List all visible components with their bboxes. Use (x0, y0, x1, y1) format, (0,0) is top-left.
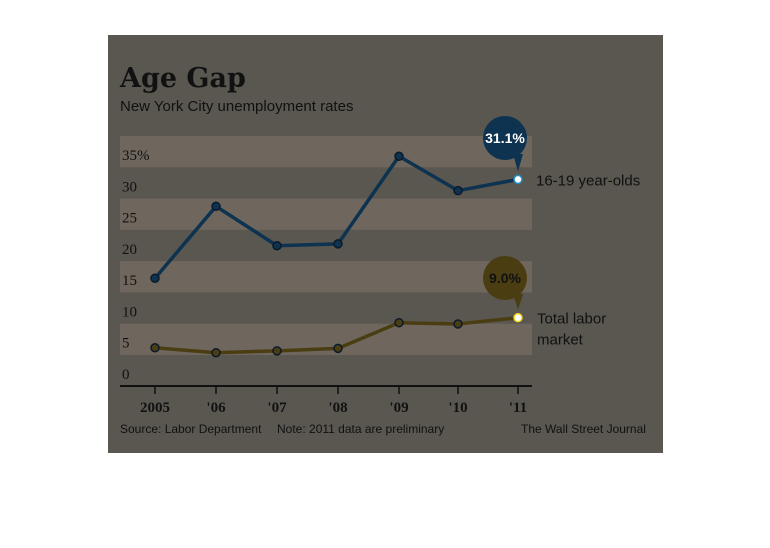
data-point (211, 347, 221, 358)
data-point (333, 343, 343, 354)
series-label: Total labor (537, 311, 606, 328)
data-point (211, 201, 221, 212)
grid-band-0 (120, 136, 532, 168)
series-group: 31.1% 16-19 year-olds 9.0% Total labor marke… (150, 116, 640, 358)
data-point (272, 240, 282, 251)
y-tick-label: 15 (122, 273, 137, 289)
grid-band-2 (120, 261, 532, 293)
y-tick-label: 25 (122, 211, 137, 227)
x-tick-label: '09 (389, 400, 408, 416)
chart-subtitle: New York City unemployment rates (120, 98, 353, 115)
y-tick-label: 5 (122, 336, 130, 352)
data-point (394, 317, 404, 328)
callout-bubble (483, 256, 527, 300)
y-tick-label: 0 (122, 367, 130, 383)
callout-value: 9.0% (489, 270, 521, 286)
series-label: 16-19 year-olds (536, 172, 640, 189)
credit-note: The Wall Street Journal (521, 422, 646, 436)
data-point (453, 319, 463, 329)
x-tick-label: '11 (509, 400, 527, 416)
data-point (150, 273, 160, 284)
data-point (513, 312, 523, 323)
data-point (333, 239, 343, 249)
x-tick-label: '10 (448, 400, 467, 416)
data-point (272, 346, 282, 356)
y-axis-ticks: 35% 30 25 20 15 10 5 0 (122, 148, 150, 383)
source-note: Source: Labor Department (120, 422, 262, 436)
callout-pointer (513, 294, 523, 310)
grid-band-1 (120, 198, 532, 230)
callout-value: 31.1% (485, 130, 525, 146)
x-axis-ticks: 2005 '06 '07 '08 '09 '10 '11 (140, 386, 527, 416)
x-tick-label: '08 (328, 400, 347, 416)
chart-panel (108, 35, 663, 453)
chart-title: Age Gap (119, 63, 246, 94)
data-point (394, 151, 404, 162)
x-tick-label: '06 (206, 400, 226, 416)
series-label: market (537, 332, 584, 349)
y-tick-label: 10 (122, 304, 137, 320)
callout-bubble (483, 116, 527, 160)
x-tick-label: '07 (267, 400, 287, 416)
y-tick-label: 20 (122, 242, 137, 258)
data-point (513, 174, 523, 185)
y-tick-label: 35% (122, 148, 150, 164)
callout-pointer (513, 154, 523, 172)
data-point (150, 342, 160, 353)
x-tick-label: 2005 (140, 400, 170, 416)
y-tick-label: 30 (122, 179, 137, 195)
data-note: Note: 2011 data are preliminary (277, 422, 444, 436)
data-point (453, 185, 463, 196)
